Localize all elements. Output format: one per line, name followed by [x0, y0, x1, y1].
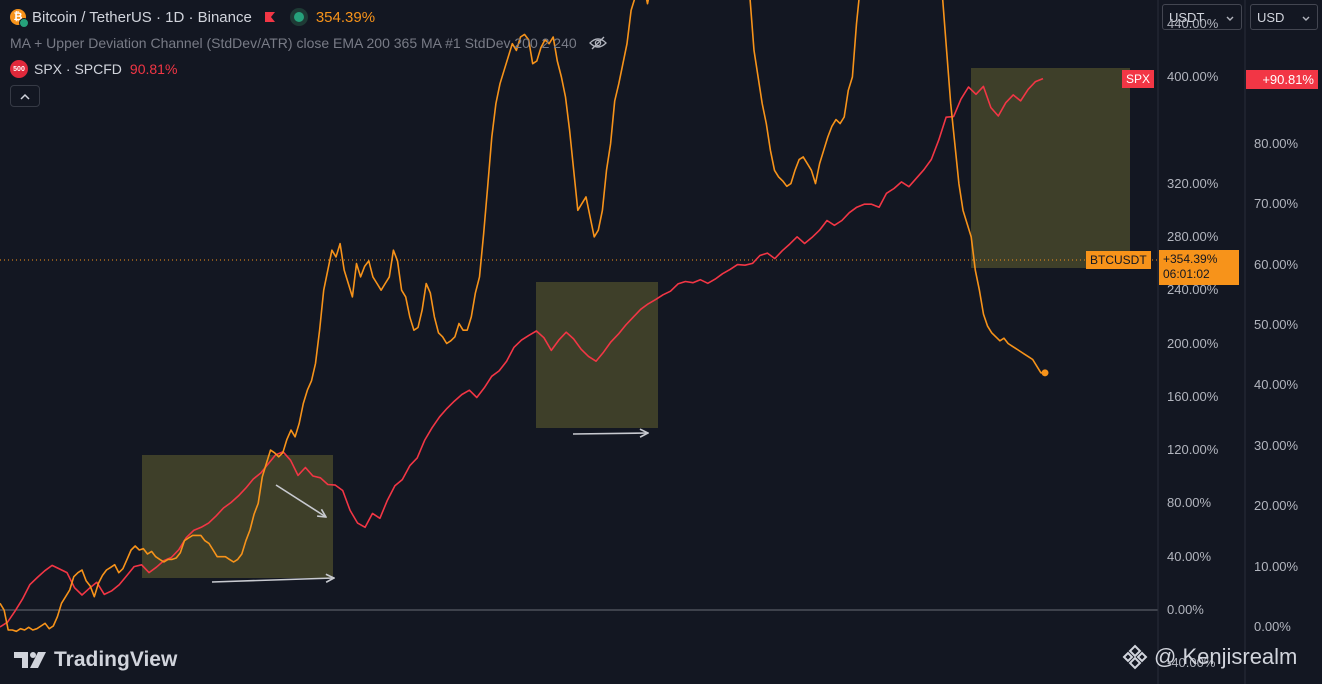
- left-tick-label: 240.00%: [1167, 282, 1219, 298]
- arrow-drawing-2: [275, 484, 326, 517]
- btc-value-tag: +354.39% 06:01:02: [1159, 250, 1239, 285]
- watermark-text: @ Kenjisrealm: [1154, 644, 1298, 669]
- left-tick-label: -40.00%: [1167, 655, 1216, 671]
- spx-badge-icon: 500: [10, 60, 28, 78]
- left-tick-label: 320.00%: [1167, 175, 1219, 191]
- symbol-change: 354.39%: [315, 8, 376, 26]
- eye-hidden-icon[interactable]: [588, 36, 607, 50]
- right-tick-label: 40.00%: [1254, 377, 1299, 393]
- binance-logo-icon: [1122, 644, 1148, 670]
- currency-select-left[interactable]: USDT: [1162, 4, 1242, 30]
- tradingview-logo[interactable]: TradingView: [14, 648, 177, 672]
- bitcoin-icon: ₿: [10, 9, 29, 28]
- btc-series-line: [0, 0, 1045, 633]
- highlight-zone-2: [536, 282, 658, 428]
- currency-select-left-value: USDT: [1169, 9, 1205, 25]
- compare-symbol[interactable]: SPX · SPCFD: [34, 61, 122, 77]
- collapse-legend-button[interactable]: [10, 85, 40, 107]
- left-tick-label: 120.00%: [1167, 442, 1219, 458]
- right-tick-label: 10.00%: [1254, 558, 1299, 574]
- left-tick-label: 400.00%: [1167, 69, 1219, 84]
- right-tick-label: 50.00%: [1254, 317, 1299, 332]
- spx-value-label: +90.81%: [1262, 72, 1314, 87]
- btc-axis-tag: BTCUSDT: [1086, 251, 1151, 269]
- chevron-up-icon: [20, 93, 30, 100]
- right-tick-label: 80.00%: [1254, 135, 1299, 151]
- tether-icon: [289, 8, 308, 26]
- right-tick-label: 0.00%: [1254, 619, 1291, 634]
- spx-value-tag: +90.81%: [1246, 70, 1318, 89]
- highlight-zone-1: [142, 455, 333, 578]
- compare-legend[interactable]: 500 SPX · SPCFD 90.81%: [10, 58, 177, 80]
- left-tick-label: 0.00%: [1167, 602, 1204, 617]
- currency-select-right[interactable]: USD: [1250, 4, 1318, 30]
- chevron-down-icon: [1302, 16, 1310, 21]
- flag-icon[interactable]: [264, 11, 276, 23]
- bar-countdown: 06:01:02: [1163, 267, 1210, 281]
- btc-value-label: +354.39%: [1163, 252, 1218, 266]
- right-tick-label: 20.00%: [1254, 498, 1299, 514]
- arrow-drawing-1: [211, 578, 334, 582]
- left-tick-label: 80.00%: [1167, 495, 1212, 511]
- left-tick-label: 200.00%: [1167, 335, 1219, 351]
- left-tick-label: 440.00%: [1167, 15, 1219, 31]
- arrow-drawing-3: [572, 433, 648, 434]
- currency-select-right-value: USD: [1257, 9, 1285, 25]
- left-tick-label: 40.00%: [1167, 548, 1212, 564]
- tradingview-logo-icon: [14, 652, 46, 668]
- symbol-header[interactable]: ₿ Bitcoin / TetherUS · 1D · Binance 354.…: [10, 6, 375, 28]
- left-tick-label: 160.00%: [1167, 388, 1219, 404]
- compare-change: 90.81%: [129, 61, 178, 77]
- left-tick-label: 280.00%: [1167, 228, 1219, 244]
- tradingview-logo-text: TradingView: [54, 648, 178, 671]
- spx-axis-tag-label: SPX: [1126, 72, 1151, 86]
- right-tick-label: 60.00%: [1254, 256, 1299, 272]
- chevron-down-icon: [1226, 16, 1234, 21]
- right-tick-label: 70.00%: [1254, 196, 1299, 212]
- btc-last-point: [1041, 369, 1049, 377]
- highlight-zone-3: [971, 68, 1130, 268]
- spx-series-line: [0, 77, 1044, 628]
- right-tick-label: 30.00%: [1254, 437, 1299, 453]
- indicator-label[interactable]: MA + Upper Deviation Channel (StdDev/ATR…: [10, 35, 577, 51]
- symbol-title[interactable]: Bitcoin / TetherUS · 1D · Binance: [32, 8, 252, 26]
- binance-watermark: @ Kenjisrealm: [1122, 644, 1297, 670]
- indicator-legend[interactable]: MA + Upper Deviation Channel (StdDev/ATR…: [10, 33, 607, 53]
- btc-axis-tag-label: BTCUSDT: [1090, 253, 1147, 267]
- spx-axis-tag: SPX: [1122, 70, 1155, 88]
